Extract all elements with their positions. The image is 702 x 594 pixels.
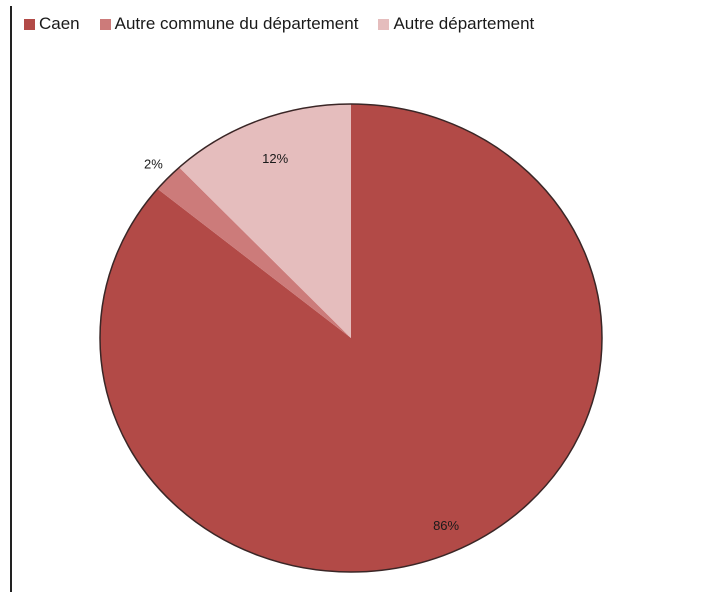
legend-swatch-2 (378, 18, 390, 30)
legend-item-2: Autre département (378, 14, 534, 34)
legend-item-1: Autre commune du département (99, 14, 359, 34)
pie-slices (99, 103, 603, 573)
legend-swatch-1 (99, 18, 111, 30)
pie-slice-2 (179, 104, 351, 338)
legend-label-2: Autre département (393, 14, 535, 33)
legend-label-1: Autre commune du département (114, 14, 359, 33)
pie-label-1: 2% (144, 156, 163, 171)
pie-slice-0 (99, 104, 602, 572)
pie-label-2: 12% (262, 151, 288, 166)
chart-frame (10, 6, 698, 592)
pie-slice-1 (157, 167, 351, 338)
legend-item-0: Caen (24, 14, 80, 34)
chart-legend: Caen Autre commune du département Autre dé… (24, 14, 534, 34)
pie-outline (99, 103, 603, 573)
legend-swatch-0 (24, 18, 35, 30)
legend-label-0: Caen (39, 14, 80, 33)
pie-labels: 86% 2% 12% (144, 151, 460, 533)
pie-label-0: 86% (433, 518, 459, 533)
